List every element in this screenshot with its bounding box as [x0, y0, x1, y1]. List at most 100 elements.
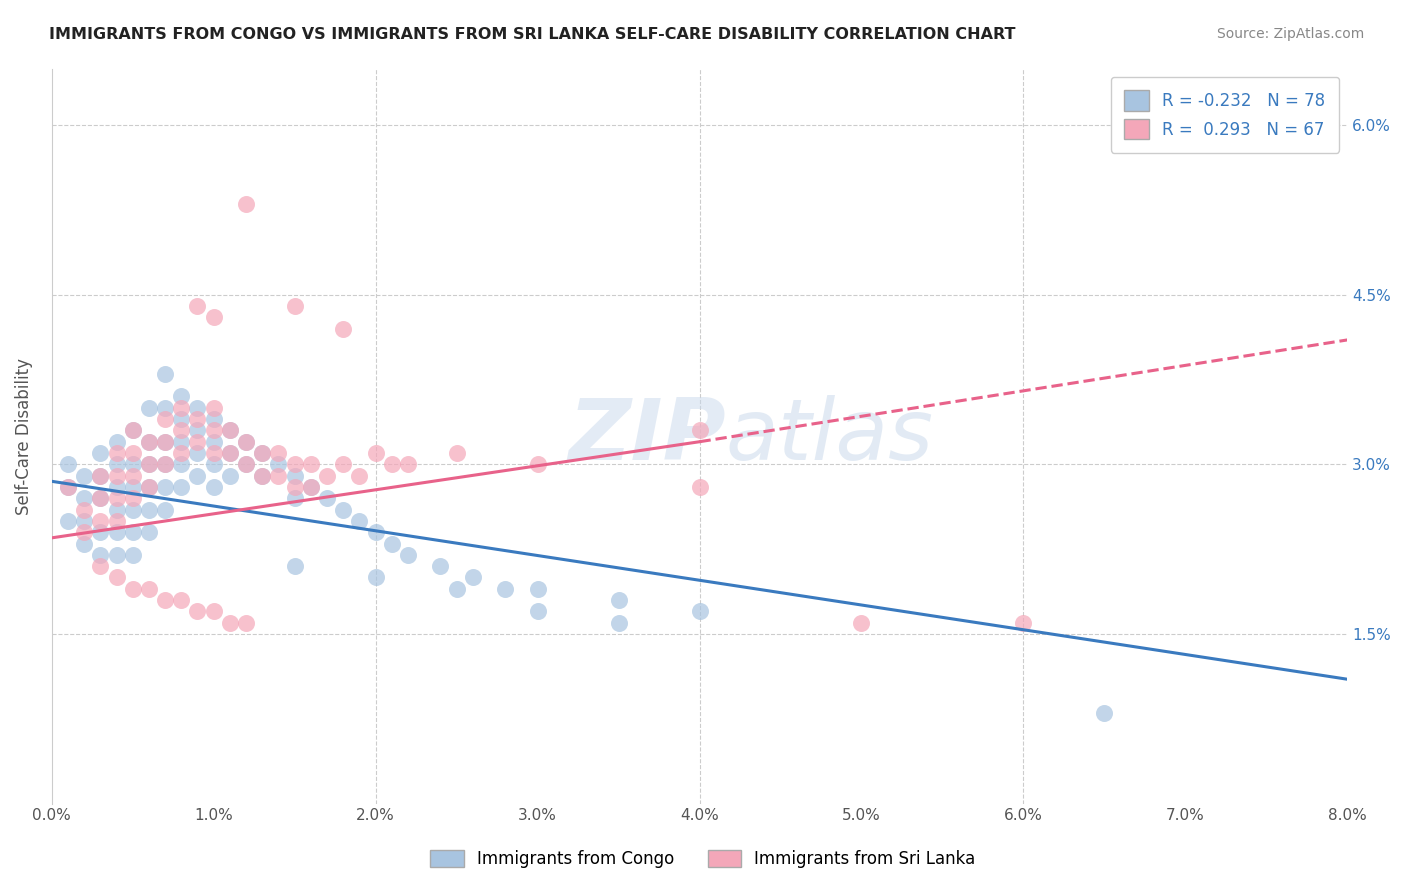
Point — [186, 299, 208, 313]
Point — [1092, 706, 1115, 720]
Point — [526, 458, 548, 472]
Point — [235, 615, 257, 630]
Point — [396, 458, 419, 472]
Point — [429, 559, 451, 574]
Point — [235, 434, 257, 449]
Point — [121, 468, 143, 483]
Point — [89, 468, 111, 483]
Point — [153, 593, 176, 607]
Point — [153, 401, 176, 415]
Point — [138, 525, 160, 540]
Point — [153, 412, 176, 426]
Point — [284, 468, 307, 483]
Point — [202, 310, 225, 325]
Point — [170, 434, 193, 449]
Point — [186, 401, 208, 415]
Point — [332, 502, 354, 516]
Point — [494, 582, 516, 596]
Point — [396, 548, 419, 562]
Point — [121, 446, 143, 460]
Point — [316, 468, 339, 483]
Point — [121, 548, 143, 562]
Point — [461, 570, 484, 584]
Point — [105, 548, 128, 562]
Point — [364, 570, 387, 584]
Text: Source: ZipAtlas.com: Source: ZipAtlas.com — [1216, 27, 1364, 41]
Point — [138, 480, 160, 494]
Point — [349, 514, 371, 528]
Point — [105, 468, 128, 483]
Point — [89, 491, 111, 506]
Point — [138, 582, 160, 596]
Point — [153, 502, 176, 516]
Point — [89, 548, 111, 562]
Text: IMMIGRANTS FROM CONGO VS IMMIGRANTS FROM SRI LANKA SELF-CARE DISABILITY CORRELAT: IMMIGRANTS FROM CONGO VS IMMIGRANTS FROM… — [49, 27, 1015, 42]
Point — [170, 458, 193, 472]
Point — [252, 468, 274, 483]
Point — [73, 525, 96, 540]
Point — [170, 593, 193, 607]
Text: ZIP: ZIP — [568, 394, 725, 477]
Point — [121, 491, 143, 506]
Point — [89, 559, 111, 574]
Point — [446, 446, 468, 460]
Point — [284, 299, 307, 313]
Point — [299, 480, 322, 494]
Point — [89, 446, 111, 460]
Point — [56, 480, 79, 494]
Point — [381, 458, 404, 472]
Point — [56, 458, 79, 472]
Point — [252, 446, 274, 460]
Point — [219, 446, 242, 460]
Point — [316, 491, 339, 506]
Point — [202, 434, 225, 449]
Point — [121, 502, 143, 516]
Point — [121, 480, 143, 494]
Point — [153, 434, 176, 449]
Point — [284, 458, 307, 472]
Point — [219, 446, 242, 460]
Point — [153, 480, 176, 494]
Point — [689, 480, 711, 494]
Point — [235, 434, 257, 449]
Point — [170, 480, 193, 494]
Point — [56, 514, 79, 528]
Point — [219, 424, 242, 438]
Point — [689, 424, 711, 438]
Point — [299, 480, 322, 494]
Point — [202, 401, 225, 415]
Point — [526, 604, 548, 618]
Text: atlas: atlas — [725, 394, 934, 477]
Point — [332, 321, 354, 335]
Point — [186, 604, 208, 618]
Point — [153, 434, 176, 449]
Point — [170, 424, 193, 438]
Point — [138, 401, 160, 415]
Point — [186, 424, 208, 438]
Point — [105, 491, 128, 506]
Point — [851, 615, 873, 630]
Point — [186, 446, 208, 460]
Point — [89, 491, 111, 506]
Legend: Immigrants from Congo, Immigrants from Sri Lanka: Immigrants from Congo, Immigrants from S… — [423, 843, 983, 875]
Point — [267, 458, 290, 472]
Point — [332, 458, 354, 472]
Point — [121, 525, 143, 540]
Point — [138, 458, 160, 472]
Point — [349, 468, 371, 483]
Point — [73, 491, 96, 506]
Point — [607, 593, 630, 607]
Point — [153, 367, 176, 381]
Point — [202, 412, 225, 426]
Point — [105, 446, 128, 460]
Point — [105, 502, 128, 516]
Point — [105, 480, 128, 494]
Point — [138, 502, 160, 516]
Point — [105, 525, 128, 540]
Point — [170, 446, 193, 460]
Point — [105, 458, 128, 472]
Point — [381, 536, 404, 550]
Point — [153, 458, 176, 472]
Point — [170, 389, 193, 403]
Point — [446, 582, 468, 596]
